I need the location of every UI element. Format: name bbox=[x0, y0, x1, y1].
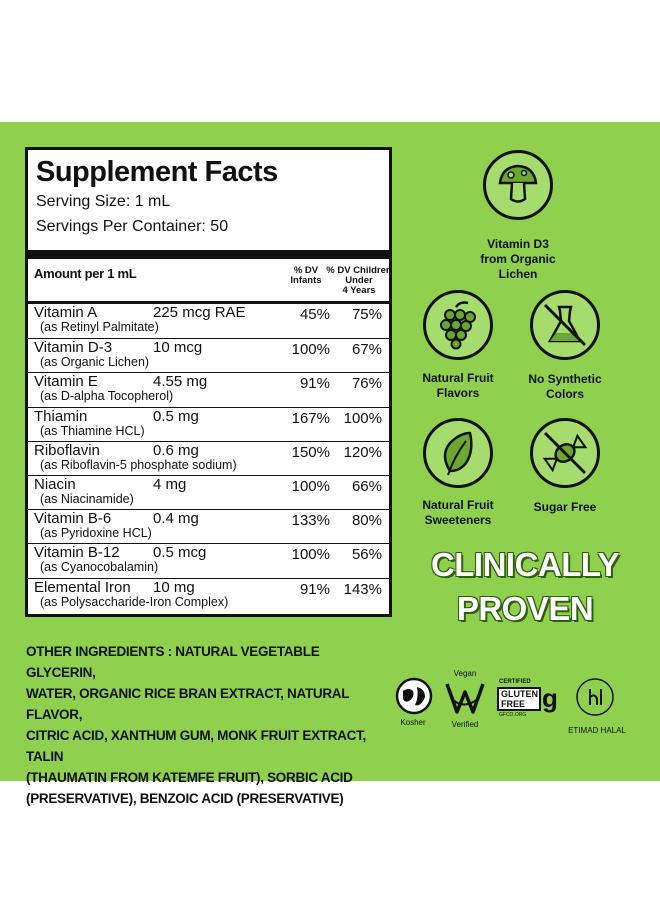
nutrient-name: Thiamin bbox=[34, 407, 88, 425]
nutrient-amount: 4 mg bbox=[153, 476, 187, 493]
gluten-free-logo: CERTIFIED GLUTEN FREE g GFCO.ORG bbox=[497, 679, 567, 721]
kosher-logo bbox=[395, 677, 435, 717]
dv-children-value: 120% bbox=[343, 443, 382, 461]
dv-children-value: 67% bbox=[351, 341, 382, 359]
nutrient-source: (as Organic Lichen) bbox=[40, 355, 150, 370]
nutrient-amount: 0.5 mcg bbox=[153, 544, 207, 562]
other-ingredients: OTHER INGREDIENTS : NATURAL VEGETABLE GL… bbox=[26, 644, 366, 806]
nutrient-amount: 0.5 mg bbox=[153, 407, 199, 425]
raspberry-badge bbox=[423, 290, 493, 360]
raspberry-icon bbox=[440, 301, 476, 350]
vegan-label: Vegan bbox=[453, 669, 477, 678]
no-synthetic-badge bbox=[530, 290, 600, 360]
header-rule bbox=[28, 301, 389, 304]
verified-label: Verified bbox=[451, 720, 479, 729]
servings-per-container: Servings Per Container: 50 bbox=[36, 218, 229, 235]
dv-infants-value: 167% bbox=[291, 409, 330, 427]
mushroom-icon bbox=[498, 164, 538, 203]
flask-icon bbox=[543, 303, 587, 347]
nutrient-row: Elemental Iron 10 mg (as Polysaccharide-Ir… bbox=[28, 577, 389, 612]
nutrient-source: (as D-alpha Tocopherol) bbox=[40, 389, 174, 404]
nutrient-source: (as Pyridoxine HCL) bbox=[40, 526, 152, 541]
dv-children-value: 75% bbox=[351, 306, 382, 323]
dv-children-header: % DV Children Under 4 Years bbox=[326, 265, 392, 296]
dv-infants-value: 133% bbox=[291, 512, 330, 530]
vitamin-d3-label: Vitamin D3 from Organic Lichen bbox=[480, 237, 556, 281]
dv-children-value: 76% bbox=[351, 375, 382, 393]
gf-g-icon: g bbox=[542, 683, 558, 713]
nutrient-row: Vitamin B-6 0.4 mg (as Pyridoxine HCL) 133%… bbox=[28, 509, 389, 543]
candy-icon bbox=[542, 431, 588, 475]
dv-infants-value: 100% bbox=[291, 341, 330, 359]
halal-icon bbox=[576, 678, 614, 716]
nutrient-name: Vitamin A bbox=[34, 304, 98, 321]
sugar-free-badge bbox=[530, 418, 600, 488]
kosher-label: Kosher bbox=[400, 718, 426, 727]
nutrient-row: Vitamin E 4.55 mg (as D-alpha Tocopherol) 9… bbox=[28, 372, 389, 406]
nutrient-row: Thiamin 0.5 mg (as Thiamine HCL) 167% 100% bbox=[28, 406, 389, 441]
nutrient-source: (as Niacinamide) bbox=[40, 492, 134, 506]
dv-infants-value: 100% bbox=[291, 546, 330, 564]
nutrient-row: Vitamin D-3 10 mcg (as Organic Lichen) 100%… bbox=[28, 338, 389, 372]
facts-title: Supplement Facts bbox=[36, 156, 278, 188]
gf-url: GFCO.ORG bbox=[499, 712, 527, 718]
fruit-sweeteners-label: Natural Fruit Sweeteners bbox=[422, 498, 494, 527]
nutrient-row: Vitamin B-12 0.5 mcg (as Cyanocobalamin) 10… bbox=[28, 543, 389, 577]
nutrient-amount: 4.55 mg bbox=[153, 373, 208, 391]
nutrient-name: Vitamin E bbox=[34, 373, 98, 391]
fruit-flavors-label: Natural Fruit Flavors bbox=[422, 371, 494, 400]
leaf-badge bbox=[423, 418, 493, 488]
nutrient-name: Niacin bbox=[34, 476, 76, 493]
vegan-verified-logo bbox=[443, 680, 487, 720]
dv-children-value: 143% bbox=[343, 580, 382, 598]
nutrient-row: Riboflavin 0.6 mg (as Riboflavin-5 phospha… bbox=[28, 440, 389, 475]
serving-size: Serving Size: 1 mL bbox=[36, 193, 171, 210]
dv-children-value: 100% bbox=[343, 409, 382, 427]
nutrient-row: Niacin 4 mg (as Niacinamide) 100% 66% bbox=[28, 475, 389, 509]
nutrient-amount: 0.6 mg bbox=[153, 441, 199, 459]
dv-infants-value: 150% bbox=[291, 443, 330, 461]
supplement-facts-panel: Supplement Facts Serving Size: 1 mL Serv… bbox=[25, 147, 392, 617]
nutrient-amount: 0.4 mg bbox=[153, 510, 199, 528]
dv-infants-value: 91% bbox=[299, 580, 330, 598]
nutrient-name: Vitamin B-12 bbox=[34, 544, 120, 562]
dv-infants-value: 100% bbox=[291, 478, 330, 495]
nutrient-amount: 10 mg bbox=[153, 578, 195, 596]
nutrient-amount: 225 mcg RAE bbox=[153, 304, 246, 321]
nutrient-source: (as Retinyl Palmitate) bbox=[40, 320, 159, 334]
nutrient-source: (as Cyanocobalamin) bbox=[40, 560, 159, 575]
gf-box: GLUTEN FREE bbox=[497, 687, 541, 711]
amount-header: Amount per 1 mL bbox=[34, 266, 137, 281]
dv-infants-value: 91% bbox=[299, 375, 330, 393]
dv-children-value: 80% bbox=[351, 512, 382, 530]
globe-icon bbox=[395, 677, 433, 715]
mushroom-badge bbox=[483, 150, 553, 220]
nutrient-name: Vitamin B-6 bbox=[34, 510, 112, 528]
vegan-v-icon bbox=[445, 683, 485, 714]
sugar-free-label: Sugar Free bbox=[533, 500, 597, 514]
halal-label: ETIMAD HALAL bbox=[568, 726, 626, 735]
nutrient-source: (as Riboflavin-5 phosphate sodium) bbox=[40, 457, 237, 472]
nutrient-source: (as Thiamine HCL) bbox=[40, 423, 145, 438]
no-synthetic-label: No Synthetic Colors bbox=[528, 372, 602, 401]
clinically-proven-claim: CLINICALLY PROVEN bbox=[430, 546, 620, 627]
nutrient-source: (as Polysaccharide-Iron Complex) bbox=[40, 594, 229, 609]
nutrient-name: Riboflavin bbox=[34, 441, 100, 459]
dv-children-value: 56% bbox=[351, 546, 382, 564]
dv-children-value: 66% bbox=[351, 478, 382, 495]
leaf-icon bbox=[443, 431, 473, 476]
gf-certified: CERTIFIED bbox=[499, 679, 531, 685]
facts-thick-rule bbox=[28, 250, 389, 259]
nutrient-name: Elemental Iron bbox=[34, 578, 131, 596]
nutrient-amount: 10 mcg bbox=[153, 339, 203, 357]
dv-infants-value: 45% bbox=[299, 306, 330, 323]
nutrient-row: Vitamin A 225 mcg RAE (as Retinyl Palmitat… bbox=[28, 304, 389, 338]
nutrient-name: Vitamin D-3 bbox=[34, 339, 113, 357]
dv-infants-header: % DV Infants bbox=[290, 265, 322, 286]
halal-logo bbox=[575, 677, 615, 717]
